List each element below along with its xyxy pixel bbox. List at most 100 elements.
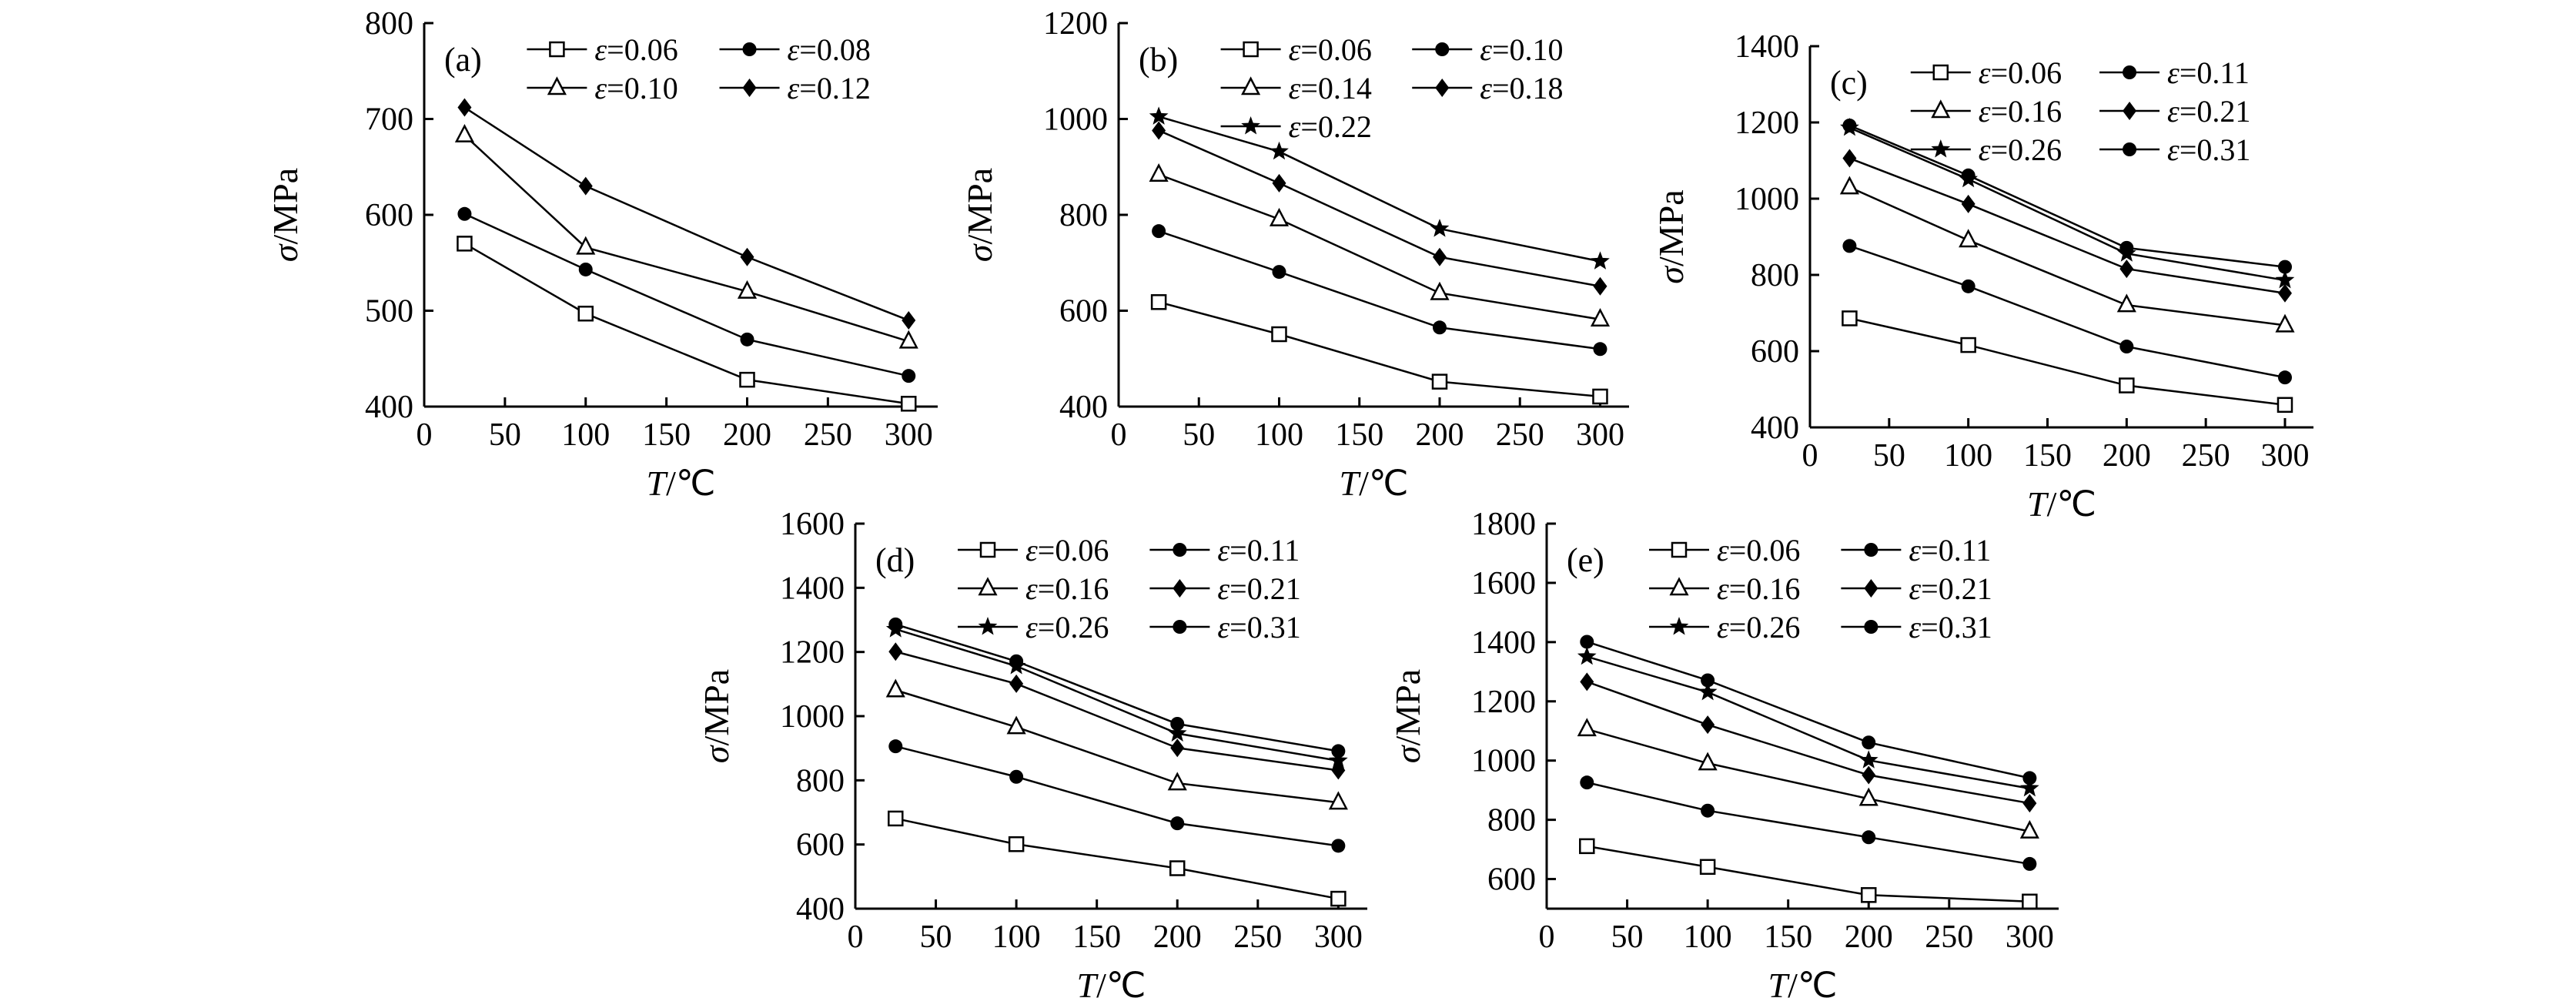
chart-panel-b: 0 50 100 150 200 250 300 400 600 800 1000 1200 T/℃ σ/… [960, 6, 1629, 503]
svg-text:ε=0.21: ε=0.21 [2167, 94, 2250, 129]
svg-text:ε=0.06: ε=0.06 [594, 32, 677, 67]
svg-text:600: 600 [1751, 334, 1799, 370]
svg-text:800: 800 [365, 6, 413, 42]
svg-text:ε=0.16: ε=0.16 [1025, 571, 1109, 606]
svg-text:ε=0.08: ε=0.08 [788, 32, 871, 67]
svg-text:(a): (a) [444, 41, 482, 79]
svg-text:600: 600 [796, 828, 845, 863]
svg-text:50: 50 [1611, 919, 1644, 955]
svg-text:T/℃: T/℃ [1768, 966, 1837, 1005]
svg-text:1000: 1000 [1043, 102, 1108, 138]
svg-text:ε=0.12: ε=0.12 [788, 71, 871, 105]
svg-text:200: 200 [2103, 438, 2151, 474]
svg-text:100: 100 [992, 919, 1041, 955]
chart-panel-d: 0 50 100 150 200 250 300 400 600 800 1000 1200 1400 1… [697, 507, 1367, 1005]
svg-text:(c): (c) [1830, 64, 1868, 102]
svg-text:0: 0 [1539, 919, 1555, 955]
svg-text:T/℃: T/℃ [1339, 464, 1408, 503]
svg-text:ε=0.26: ε=0.26 [1025, 610, 1109, 645]
svg-text:ε=0.16: ε=0.16 [1979, 94, 2062, 129]
svg-text:ε=0.21: ε=0.21 [1217, 571, 1300, 606]
svg-text:σ/MPa: σ/MPa [1388, 669, 1427, 763]
svg-text:150: 150 [1072, 919, 1121, 955]
svg-text:ε=0.06: ε=0.06 [1289, 32, 1372, 67]
svg-text:1600: 1600 [780, 507, 845, 542]
svg-text:0: 0 [1111, 417, 1127, 453]
svg-text:800: 800 [1059, 198, 1108, 233]
svg-text:300: 300 [2260, 438, 2309, 474]
svg-text:300: 300 [1314, 919, 1363, 955]
svg-text:800: 800 [796, 763, 845, 799]
svg-text:ε=0.06: ε=0.06 [1025, 533, 1109, 568]
svg-text:σ/MPa: σ/MPa [960, 168, 999, 262]
svg-text:50: 50 [1183, 417, 1215, 453]
chart-panel-a: 0 50 100 150 200 250 300 400 500 600 700 800 T/℃ σ/MP… [266, 6, 938, 503]
svg-text:150: 150 [642, 417, 691, 453]
svg-text:800: 800 [1751, 258, 1799, 293]
svg-text:100: 100 [1944, 438, 1992, 474]
svg-text:500: 500 [365, 294, 413, 330]
svg-text:0: 0 [1802, 438, 1818, 474]
svg-text:ε=0.11: ε=0.11 [1217, 533, 1300, 568]
svg-text:300: 300 [1576, 417, 1624, 453]
svg-text:1600: 1600 [1471, 566, 1536, 601]
svg-text:250: 250 [1233, 919, 1282, 955]
svg-text:400: 400 [365, 390, 413, 425]
chart-panel-e: 0 50 100 150 200 250 300 600 800 1000 1200 1400 1600… [1388, 507, 2059, 1005]
svg-text:50: 50 [1873, 438, 1905, 474]
svg-text:150: 150 [2023, 438, 2072, 474]
svg-text:ε=0.22: ε=0.22 [1289, 109, 1372, 144]
svg-text:(e): (e) [1567, 541, 1604, 579]
svg-text:300: 300 [885, 417, 933, 453]
svg-text:250: 250 [1496, 417, 1544, 453]
svg-text:200: 200 [1845, 919, 1893, 955]
svg-text:σ/MPa: σ/MPa [697, 669, 736, 763]
svg-text:ε=0.26: ε=0.26 [1717, 610, 1800, 645]
svg-text:150: 150 [1764, 919, 1812, 955]
svg-text:σ/MPa: σ/MPa [266, 168, 305, 262]
svg-text:300: 300 [2006, 919, 2054, 955]
svg-text:T/℃: T/℃ [1076, 966, 1146, 1005]
svg-text:100: 100 [1684, 919, 1732, 955]
svg-text:ε=0.31: ε=0.31 [2167, 132, 2250, 167]
svg-text:ε=0.31: ε=0.31 [1217, 610, 1300, 645]
svg-text:ε=0.06: ε=0.06 [1979, 55, 2062, 90]
svg-text:800: 800 [1487, 803, 1536, 839]
svg-text:50: 50 [489, 417, 521, 453]
svg-text:1200: 1200 [780, 635, 845, 671]
svg-text:1400: 1400 [780, 571, 845, 606]
svg-text:ε=0.26: ε=0.26 [1979, 132, 2062, 167]
svg-text:250: 250 [804, 417, 852, 453]
svg-text:1400: 1400 [1471, 625, 1536, 661]
svg-text:1000: 1000 [1471, 744, 1536, 779]
svg-text:1800: 1800 [1471, 507, 1536, 542]
svg-text:σ/MPa: σ/MPa [1651, 189, 1691, 283]
svg-text:200: 200 [1153, 919, 1202, 955]
svg-text:0: 0 [848, 919, 864, 955]
svg-text:50: 50 [920, 919, 952, 955]
svg-text:400: 400 [1751, 410, 1799, 446]
svg-text:(d): (d) [875, 541, 915, 579]
svg-text:100: 100 [1255, 417, 1303, 453]
svg-text:150: 150 [1335, 417, 1383, 453]
svg-text:ε=0.11: ε=0.11 [1909, 533, 1991, 568]
svg-text:1200: 1200 [1735, 105, 1799, 141]
svg-text:250: 250 [1925, 919, 1973, 955]
svg-text:250: 250 [2182, 438, 2230, 474]
svg-text:1000: 1000 [780, 699, 845, 735]
svg-text:ε=0.14: ε=0.14 [1289, 71, 1372, 105]
svg-text:(b): (b) [1139, 41, 1178, 79]
chart-panel-c: 0 50 100 150 200 250 300 400 600 800 1000 1200 1400 T… [1651, 29, 2313, 524]
svg-text:ε=0.31: ε=0.31 [1909, 610, 1992, 645]
svg-text:ε=0.10: ε=0.10 [594, 71, 677, 105]
svg-text:ε=0.10: ε=0.10 [1480, 32, 1563, 67]
svg-text:0: 0 [417, 417, 433, 453]
svg-text:600: 600 [1487, 862, 1536, 898]
svg-text:T/℃: T/℃ [2027, 484, 2096, 524]
svg-text:ε=0.16: ε=0.16 [1717, 571, 1800, 606]
svg-text:1400: 1400 [1735, 29, 1799, 65]
svg-text:1000: 1000 [1735, 182, 1799, 217]
svg-text:400: 400 [796, 892, 845, 927]
svg-text:ε=0.21: ε=0.21 [1909, 571, 1992, 606]
